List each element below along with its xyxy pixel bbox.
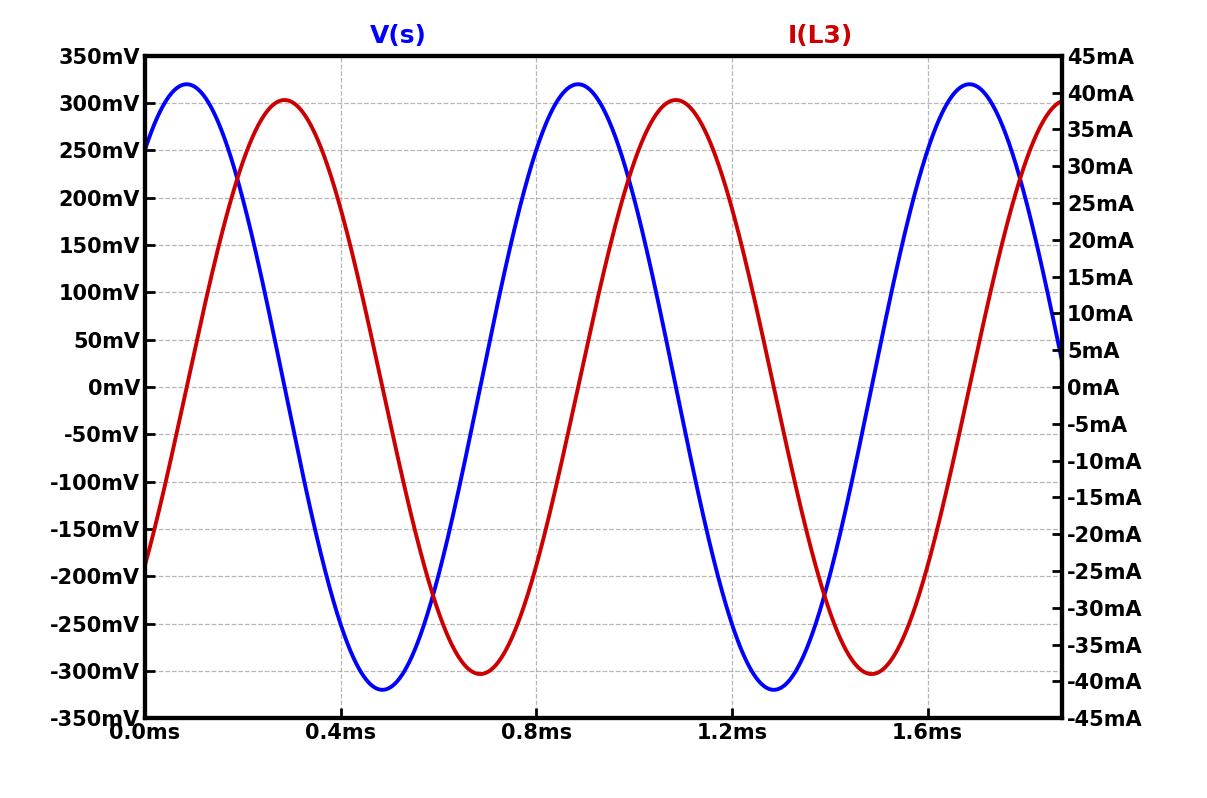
Text: V(s): V(s) — [369, 24, 427, 48]
Text: I(L3): I(L3) — [788, 24, 853, 48]
